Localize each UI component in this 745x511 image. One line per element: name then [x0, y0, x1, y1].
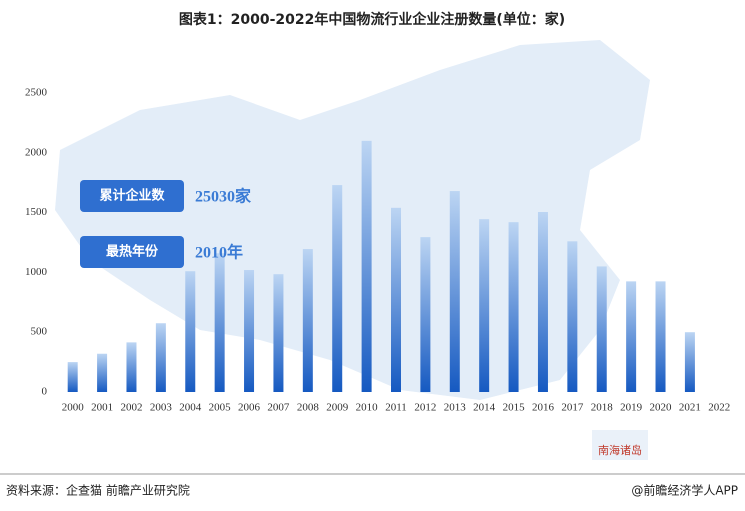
x-tick-label: 2009 [326, 402, 349, 414]
bar [626, 281, 637, 392]
bar [67, 362, 78, 392]
y-tick-label: 2000 [25, 146, 48, 158]
bar [479, 219, 490, 392]
x-tick-label: 2012 [414, 402, 436, 414]
x-tick-label: 2007 [267, 402, 290, 414]
chart-title: 图表1：2000-2022年中国物流行业企业注册数量(单位：家) [179, 11, 565, 28]
bar [508, 222, 519, 392]
bar [449, 191, 460, 392]
bar [273, 274, 284, 392]
bar [97, 353, 108, 392]
annotation-value: 25030家 [195, 187, 252, 206]
x-tick-label: 2013 [444, 402, 467, 414]
annotation-box [80, 236, 184, 268]
x-tick-label: 2003 [150, 402, 173, 414]
bar [332, 185, 343, 392]
annotation-box [80, 180, 184, 212]
bar [361, 140, 372, 392]
x-tick-label: 2008 [297, 402, 320, 414]
x-tick-label: 2011 [385, 402, 407, 414]
x-tick-label: 2006 [238, 402, 261, 414]
y-tick-label: 0 [42, 386, 48, 398]
map-label: 南海诸岛 [598, 443, 642, 457]
credit: @前瞻经济学人APP [631, 483, 738, 498]
x-tick-label: 2020 [650, 402, 673, 414]
map-background [55, 40, 650, 400]
bar [567, 241, 578, 392]
source: 资料来源：企查猫 前瞻产业研究院 [6, 483, 190, 498]
bar [244, 270, 255, 392]
x-tick-label: 2021 [679, 402, 701, 414]
x-tick-label: 2022 [708, 402, 730, 414]
x-tick-label: 2010 [356, 402, 379, 414]
bar [596, 266, 607, 392]
map-inset [592, 430, 648, 460]
bar [214, 253, 225, 392]
x-tick-label: 2019 [620, 402, 643, 414]
x-tick-label: 2018 [591, 402, 614, 414]
bar [684, 332, 695, 392]
y-tick-label: 2500 [25, 87, 48, 99]
x-tick-label: 2004 [179, 402, 202, 414]
annotation-label: 累计企业数 [99, 188, 165, 204]
x-tick-label: 2001 [91, 402, 113, 414]
bar [391, 207, 401, 392]
bar [655, 281, 666, 392]
bar [302, 249, 313, 392]
y-tick-label: 500 [31, 326, 48, 338]
x-tick-label: 2017 [561, 402, 584, 414]
y-tick-label: 1000 [25, 266, 48, 278]
bar [126, 342, 137, 392]
bar [537, 212, 548, 392]
annotation-value: 2010年 [195, 243, 243, 262]
x-tick-label: 2016 [532, 402, 555, 414]
x-tick-label: 2014 [473, 402, 496, 414]
x-tick-label: 2002 [120, 402, 142, 414]
x-tick-label: 2015 [503, 402, 526, 414]
y-tick-label: 1500 [25, 206, 48, 218]
bar [420, 237, 431, 392]
x-tick-label: 2005 [209, 402, 232, 414]
bar [155, 323, 166, 392]
bar [185, 271, 196, 392]
x-tick-label: 2000 [62, 402, 85, 414]
annotation-label: 最热年份 [106, 244, 159, 260]
